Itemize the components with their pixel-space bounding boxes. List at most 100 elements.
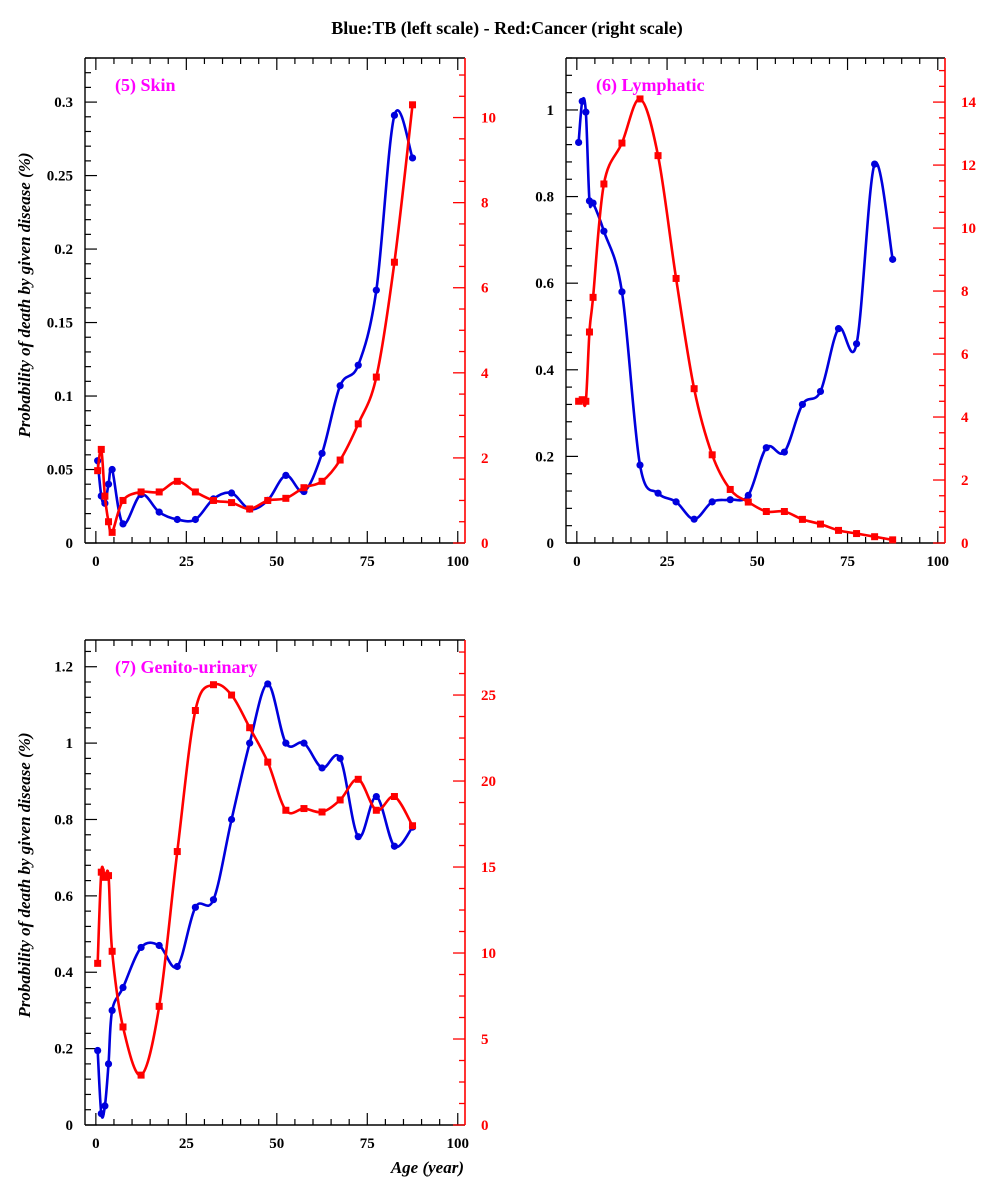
cancer-data-point <box>372 806 380 814</box>
y-right-tick-label: 10 <box>481 946 496 962</box>
y-left-tick-label: 0.6 <box>535 276 554 292</box>
y-left-tick-label: 0.3 <box>54 95 73 111</box>
x-axis-label: Age (year) <box>390 1158 464 1177</box>
cancer-data-point <box>119 1023 127 1031</box>
cancer-data-point <box>585 328 593 336</box>
y-axis-label-top: Probability of death by given disease (%… <box>15 152 34 438</box>
y-left-tick-label: 0.25 <box>47 169 73 185</box>
tb-data-point <box>354 833 362 841</box>
tb-series-line <box>96 109 414 526</box>
cancer-data-point <box>282 806 290 814</box>
tb-data-point <box>390 111 399 119</box>
y-left-tick-label: 0.2 <box>54 242 73 258</box>
tb-data-point <box>155 508 163 516</box>
cancer-data-point <box>173 477 181 485</box>
cancer-data-point <box>575 397 583 405</box>
cancer-data-point <box>318 477 326 485</box>
tb-data-point <box>798 400 807 409</box>
cancer-data-point <box>282 494 290 502</box>
tb-data-point <box>744 491 752 499</box>
tb-data-point <box>578 97 586 105</box>
y-right-tick-label: 20 <box>481 774 496 790</box>
tb-data-point <box>191 515 199 524</box>
y-left-tick-label: 0.1 <box>54 389 73 405</box>
y-left-tick-label: 0 <box>547 536 555 552</box>
tb-data-point <box>282 739 290 747</box>
tb-data-point <box>94 1046 102 1055</box>
cancer-data-point <box>300 484 308 492</box>
tb-data-point <box>119 983 127 992</box>
tb-data-point <box>209 896 218 904</box>
tb-data-point <box>336 754 344 762</box>
cancer-data-point <box>390 793 398 801</box>
figure-title: Blue:TB (left scale) - Red:Cancer (right… <box>331 18 683 39</box>
y-left-tick-label: 0.15 <box>47 316 73 332</box>
x-tick-label: 50 <box>750 554 765 570</box>
y-right-tick-label: 2 <box>961 473 969 489</box>
cancer-data-point <box>690 385 698 393</box>
tb-data-point <box>173 515 181 524</box>
tb-data-point <box>108 465 116 474</box>
y-left-tick-label: 0.4 <box>54 965 73 981</box>
tb-data-point <box>264 680 272 688</box>
y-right-tick-label: 6 <box>481 281 489 297</box>
y-axis-label-bottom: Probability of death by given disease (%… <box>15 732 34 1018</box>
cancer-data-point <box>582 397 590 405</box>
y-left-tick-label: 0 <box>66 1118 74 1134</box>
tb-data-point <box>726 496 734 504</box>
y-left-tick-label: 0.8 <box>535 190 554 206</box>
cancer-data-point <box>246 505 254 513</box>
cancer-data-point <box>780 508 788 516</box>
y-right-tick-label: 6 <box>961 347 969 363</box>
cancer-data-point <box>354 775 362 783</box>
cancer-data-point <box>672 274 680 282</box>
tb-data-point <box>690 515 698 523</box>
cancer-data-point <box>835 526 843 534</box>
cancer-series-line <box>96 682 414 1077</box>
cancer-data-point <box>409 822 417 830</box>
tb-data-point <box>636 461 644 469</box>
cancer-data-point <box>726 485 734 493</box>
tb-data-point <box>108 1006 116 1015</box>
y-right-tick-label: 8 <box>961 284 969 300</box>
cancer-data-point <box>228 499 236 507</box>
cancer-data-point <box>137 488 145 496</box>
cancer-series-line <box>96 104 414 535</box>
panel-title: (7) Genito-urinary <box>115 657 257 678</box>
cancer-data-point <box>618 139 626 147</box>
cancer-data-point <box>101 873 109 881</box>
cancer-data-point <box>762 508 770 516</box>
cancer-data-point <box>816 520 824 528</box>
tb-data-point <box>600 227 608 235</box>
cancer-data-point <box>155 1002 163 1010</box>
x-tick-label: 0 <box>573 554 581 570</box>
cancer-data-point <box>264 758 272 766</box>
cancer-data-point <box>191 707 199 715</box>
tb-series-line <box>577 96 894 521</box>
tb-data-point <box>575 138 583 147</box>
x-tick-label: 100 <box>447 554 470 570</box>
tb-data-point <box>654 489 662 497</box>
y-right-tick-label: 10 <box>481 111 496 127</box>
tb-data-point <box>155 941 163 950</box>
cancer-data-point <box>871 533 879 541</box>
cancer-data-point <box>173 848 181 856</box>
cancer-data-point <box>354 420 362 428</box>
cancer-data-point <box>119 496 127 504</box>
cancer-data-point <box>798 515 806 523</box>
tb-data-point <box>227 815 236 824</box>
tb-data-point <box>104 480 113 488</box>
y-left-tick-label: 0.6 <box>54 889 73 905</box>
cancer-data-point <box>155 488 163 496</box>
cancer-data-point <box>390 258 398 266</box>
panel-skin: 0 25 50 75 100 0 0.05 0.1 0.15 0.2 0.25 0.3 0 2 4 6 8 10 (… <box>47 57 496 570</box>
cancer-data-point <box>300 805 308 813</box>
x-tick-label: 0 <box>92 1136 100 1152</box>
cancer-data-point <box>636 95 644 103</box>
tb-data-point <box>834 325 843 333</box>
x-tick-label: 100 <box>927 554 950 570</box>
y-left-tick-label: 1.2 <box>54 660 73 676</box>
cancer-data-point <box>94 467 102 475</box>
